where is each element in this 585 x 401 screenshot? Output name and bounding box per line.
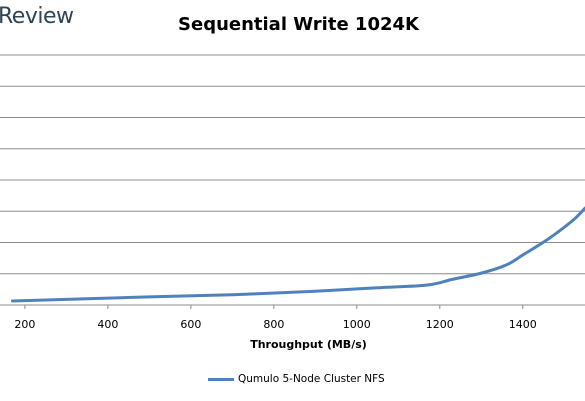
legend: Qumulo 5-Node Cluster NFS <box>208 371 385 387</box>
chart-title: Sequential Write 1024K <box>178 14 419 35</box>
gridlines <box>0 54 585 275</box>
x-tick-label: 600 <box>180 318 201 331</box>
legend-entry: Qumulo 5-Node Cluster NFS <box>238 373 385 385</box>
x-tick-label: 1200 <box>426 318 454 331</box>
x-tick-label: 1400 <box>509 318 537 331</box>
x-tick-label: 1000 <box>343 318 371 331</box>
x-tick-label: 200 <box>14 318 35 331</box>
x-tick-label: 800 <box>263 318 284 331</box>
series-layer <box>10 206 585 303</box>
x-tick-labels: 200 400 600 800 1000 1200 1400 <box>14 305 537 331</box>
x-tick-label: 400 <box>97 318 118 331</box>
legend-swatch <box>208 377 234 381</box>
series-line <box>10 206 585 303</box>
brand-logo-text: Review <box>0 4 74 29</box>
x-axis-label: Throughput (MB/s) <box>250 338 367 351</box>
